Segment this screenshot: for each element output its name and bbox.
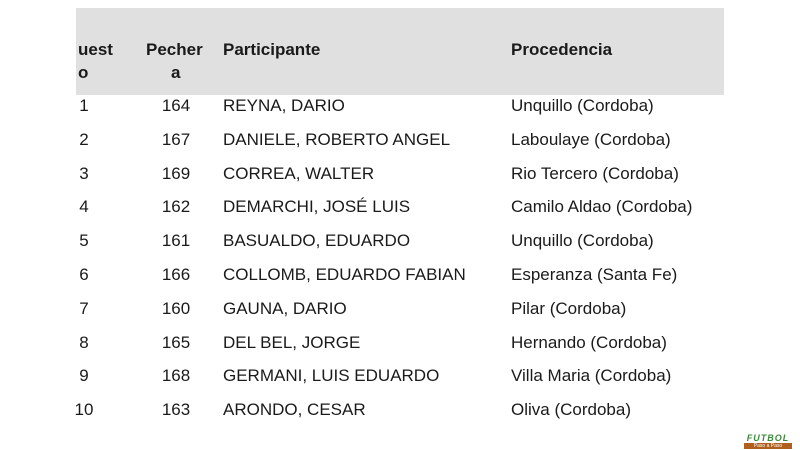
cell-position: 5: [79, 231, 89, 251]
header-position-line1: uest: [78, 40, 113, 59]
logo-watermark: FUTBOL Paso a Paso: [738, 434, 798, 450]
table-row: 8 165 DEL BEL, JORGE Hernando (Cordoba): [0, 332, 800, 366]
cell-origin: Laboulaye (Cordoba): [511, 129, 671, 149]
cell-bib: 161: [161, 231, 191, 251]
table-row: 1 164 REYNA, DARIO Unquillo (Cordoba): [0, 95, 800, 129]
cell-bib: 162: [161, 197, 191, 217]
cell-participant: GERMANI, LUIS EDUARDO: [223, 366, 440, 386]
cell-participant: BASUALDO, EDUARDO: [223, 231, 411, 251]
cell-bib: 166: [161, 265, 191, 284]
cell-bib: 168: [161, 366, 191, 386]
header-position-line2: o: [78, 63, 89, 82]
cell-bib: 160: [161, 298, 191, 318]
cell-position: 2: [79, 129, 89, 149]
cell-origin: Rio Tercero (Cordoba): [511, 163, 679, 183]
header-origin: Procedencia: [511, 40, 613, 59]
cell-position: 4: [79, 197, 89, 217]
cell-position: 6: [79, 265, 89, 284]
header-bib-line2: a: [171, 63, 181, 82]
cell-bib: 164: [161, 96, 191, 115]
cell-participant: DANIELE, ROBERTO ANGEL: [223, 129, 451, 149]
cell-origin: Villa Maria (Cordoba): [511, 366, 672, 386]
table-header: [76, 8, 724, 95]
cell-participant: CORREA, WALTER: [223, 163, 375, 183]
header-participant: Participante: [223, 40, 321, 59]
cell-position: 10: [74, 400, 94, 420]
table-row: 9 168 GERMANI, LUIS EDUARDO Villa Maria (Co…: [0, 365, 800, 399]
cell-participant: DEMARCHI, JOSÉ LUIS: [223, 197, 411, 217]
header-bib-line1: Pecher: [146, 40, 203, 59]
cell-origin: Unquillo (Cordoba): [511, 231, 654, 251]
table-row: 2 167 DANIELE, ROBERTO ANGEL Laboulaye (Cor…: [0, 129, 800, 163]
cell-position: 1: [79, 96, 89, 115]
cell-participant: GAUNA, DARIO: [223, 298, 347, 318]
table-row: 7 160 GAUNA, DARIO Pilar (Cordoba): [0, 298, 800, 332]
cell-position: 9: [79, 366, 89, 386]
logo-title: FUTBOL: [746, 433, 790, 443]
cell-origin: Oliva (Cordoba): [511, 400, 631, 420]
table-row: 10 163 ARONDO, CESAR Oliva (Cordoba): [0, 399, 800, 433]
cell-participant: COLLOMB, EDUARDO FABIAN: [223, 265, 466, 284]
cell-origin: Esperanza (Santa Fe): [511, 265, 678, 284]
cell-position: 3: [79, 163, 89, 183]
cell-bib: 165: [161, 332, 191, 352]
table-row: 5 161 BASUALDO, EDUARDO Unquillo (Cordoba): [0, 230, 800, 264]
logo-subtitle: Paso a Paso: [744, 443, 792, 449]
cell-participant: ARONDO, CESAR: [223, 400, 366, 420]
cell-participant: REYNA, DARIO: [223, 96, 345, 115]
table-row: 6 166 COLLOMB, EDUARDO FABIAN Esperanza (Sa…: [0, 264, 800, 298]
cell-origin: Camilo Aldao (Cordoba): [511, 197, 693, 217]
cell-origin: Unquillo (Cordoba): [511, 96, 654, 115]
cell-bib: 163: [161, 400, 191, 420]
cell-origin: Hernando (Cordoba): [511, 332, 667, 352]
cell-position: 7: [79, 298, 89, 318]
cell-participant: DEL BEL, JORGE: [223, 332, 361, 352]
cell-origin: Pilar (Cordoba): [511, 298, 627, 318]
cell-position: 8: [79, 332, 89, 352]
cell-bib: 169: [161, 163, 191, 183]
table-row: 3 169 CORREA, WALTER Rio Tercero (Cordoba): [0, 163, 800, 197]
cell-bib: 167: [161, 129, 191, 149]
table-row: 4 162 DEMARCHI, JOSÉ LUIS Camilo Aldao (Cor…: [0, 196, 800, 230]
